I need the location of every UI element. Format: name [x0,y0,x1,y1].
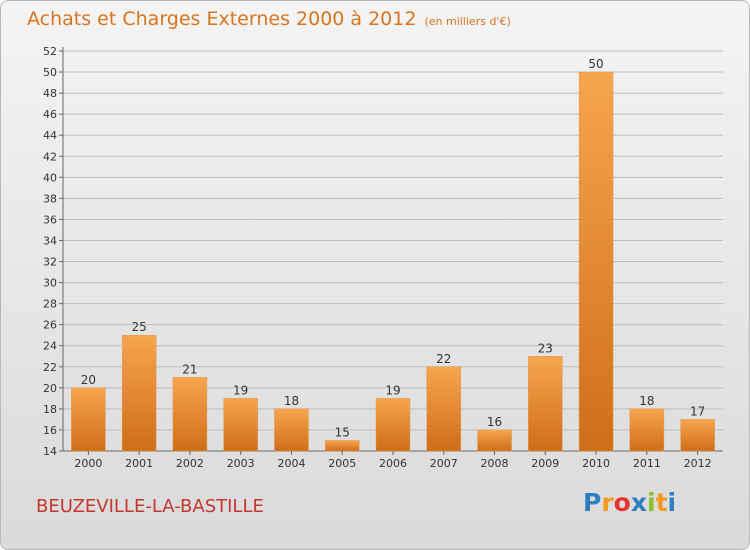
x-tick-label: 2012 [684,457,712,470]
bar-value-label: 22 [436,352,451,366]
logo-letter: x [630,488,647,517]
x-tick-label: 2000 [74,457,102,470]
x-tick-label: 2006 [379,457,407,470]
bar-value-label: 25 [132,320,147,334]
y-tick-label: 30 [43,277,57,290]
x-tick-label: 2003 [227,457,255,470]
x-tick-label: 2004 [277,457,305,470]
y-tick-label: 18 [43,403,57,416]
chart-subtitle: (en milliers d'€) [424,15,511,28]
proxiti-logo: Proxiti [583,488,676,517]
bar [426,366,462,452]
y-tick-label: 28 [43,298,57,311]
bar-value-label: 20 [81,373,96,387]
logo-letter: i [667,488,677,517]
x-tick-label: 2007 [430,457,458,470]
bar-value-label: 21 [182,362,197,376]
bar-value-label: 19 [233,383,248,397]
bar [375,398,411,452]
y-tick-label: 34 [43,234,57,247]
bar [71,387,106,452]
x-tick-label: 2002 [176,457,204,470]
bar [223,398,258,452]
y-tick-label: 46 [43,108,57,121]
x-tick-label: 2009 [531,457,559,470]
y-tick-label: 26 [43,319,57,332]
commune-name: BEUZEVILLE-LA-BASTILLE [36,496,264,517]
y-tick-label: 50 [43,66,57,79]
bar-value-label: 18 [639,394,654,408]
bar-value-label: 50 [588,57,603,71]
logo-letter: r [601,488,614,517]
x-tick-label: 2008 [481,457,509,470]
y-tick-label: 44 [43,129,57,142]
y-tick-label: 20 [43,382,57,395]
bar [172,377,208,452]
logo-letter: o [613,488,631,517]
y-tick-label: 48 [43,87,57,100]
bar-value-label: 18 [284,394,299,408]
x-tick-label: 2005 [328,457,356,470]
y-tick-label: 14 [43,445,57,458]
bar [528,356,563,452]
y-tick-label: 32 [43,256,57,269]
bar [324,440,360,452]
bar [629,408,665,452]
bar [121,334,157,452]
logo-letter: P [583,488,602,517]
y-tick-label: 42 [43,150,57,163]
bar [680,419,715,452]
bar [274,408,309,452]
y-tick-label: 52 [43,45,57,58]
x-tick-label: 2010 [582,457,610,470]
bar-value-label: 16 [487,415,502,429]
y-tick-label: 16 [43,424,57,437]
chart-title-text: Achats et Charges Externes 2000 à 2012 [27,8,417,30]
y-tick-label: 36 [43,213,57,226]
chart-title: Achats et Charges Externes 2000 à 2012 (e… [27,8,511,30]
x-tick-label: 2001 [125,457,153,470]
bar [477,429,512,452]
y-tick-label: 24 [43,340,57,353]
y-tick-label: 22 [43,361,57,374]
bar-value-label: 19 [385,383,400,397]
bar-value-label: 17 [690,404,705,418]
bar-value-label: 15 [335,425,350,439]
x-tick-label: 2011 [633,457,661,470]
logo-letter: i [647,488,656,517]
bar [578,71,614,452]
y-tick-label: 38 [43,192,57,205]
logo-letter: t [655,488,668,517]
y-tick-label: 40 [43,171,57,184]
bar-value-label: 23 [538,341,553,355]
